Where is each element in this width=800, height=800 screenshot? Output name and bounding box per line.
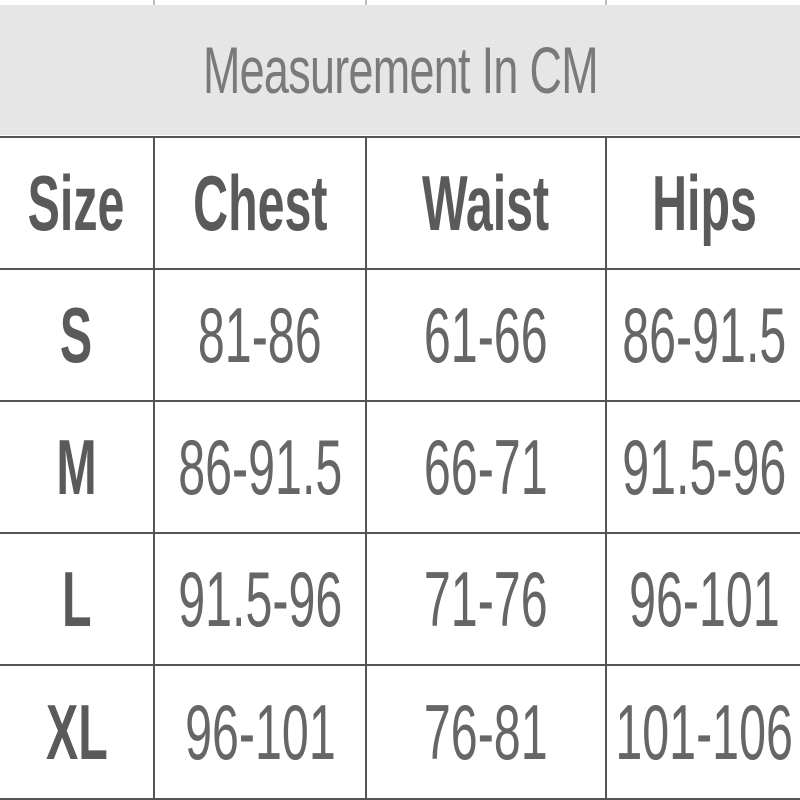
divider bbox=[365, 0, 367, 5]
table-cell: 91.5-96 bbox=[605, 400, 800, 534]
table-cell: 71-76 bbox=[365, 532, 607, 666]
table-cell: Waist bbox=[365, 136, 607, 270]
table-cell: XL bbox=[0, 664, 155, 800]
table-cell: 76-81 bbox=[365, 664, 607, 800]
cell-text: 96-101 bbox=[629, 554, 780, 643]
cell-text: S bbox=[60, 290, 93, 379]
cell-text: 81-86 bbox=[198, 290, 322, 379]
cell-text: 96-101 bbox=[184, 687, 336, 776]
cell-text: 71-76 bbox=[424, 554, 548, 643]
table-cell: S bbox=[0, 268, 155, 402]
table-cell: 86-91.5 bbox=[153, 400, 367, 534]
table-cell: 81-86 bbox=[153, 268, 367, 402]
table-cell: 66-71 bbox=[365, 400, 607, 534]
cell-text: 86-91.5 bbox=[177, 422, 343, 511]
cell-text: XL bbox=[45, 687, 108, 776]
column-header: Chest bbox=[192, 158, 328, 247]
column-header: Size bbox=[28, 158, 125, 247]
title-band: Measurement In CM bbox=[0, 5, 800, 135]
divider bbox=[605, 0, 607, 5]
column-header: Hips bbox=[652, 158, 757, 247]
cell-text: 101-106 bbox=[615, 687, 794, 776]
cell-text: 66-71 bbox=[424, 422, 548, 511]
table-cell: 96-101 bbox=[605, 532, 800, 666]
cell-text: 91.5-96 bbox=[177, 554, 343, 643]
cell-text: M bbox=[56, 422, 97, 511]
table-cell: Chest bbox=[153, 136, 367, 270]
cell-text: 76-81 bbox=[424, 687, 548, 776]
cell-text: 91.5-96 bbox=[622, 422, 787, 511]
table-cell: Size bbox=[0, 136, 155, 270]
table-cell: 96-101 bbox=[153, 664, 367, 800]
table-cell: Hips bbox=[605, 136, 800, 270]
table-cell: 101-106 bbox=[605, 664, 800, 800]
table-cell: L bbox=[0, 532, 155, 666]
cell-text: 61-66 bbox=[424, 290, 548, 379]
title: Measurement In CM bbox=[202, 33, 599, 107]
divider bbox=[153, 0, 155, 5]
cell-text: 86-91.5 bbox=[622, 290, 787, 379]
cell-text: L bbox=[61, 554, 92, 643]
table-cell: 86-91.5 bbox=[605, 268, 800, 402]
table-cell: 91.5-96 bbox=[153, 532, 367, 666]
table-cell: 61-66 bbox=[365, 268, 607, 402]
column-header: Waist bbox=[422, 158, 550, 247]
table-cell: M bbox=[0, 400, 155, 534]
